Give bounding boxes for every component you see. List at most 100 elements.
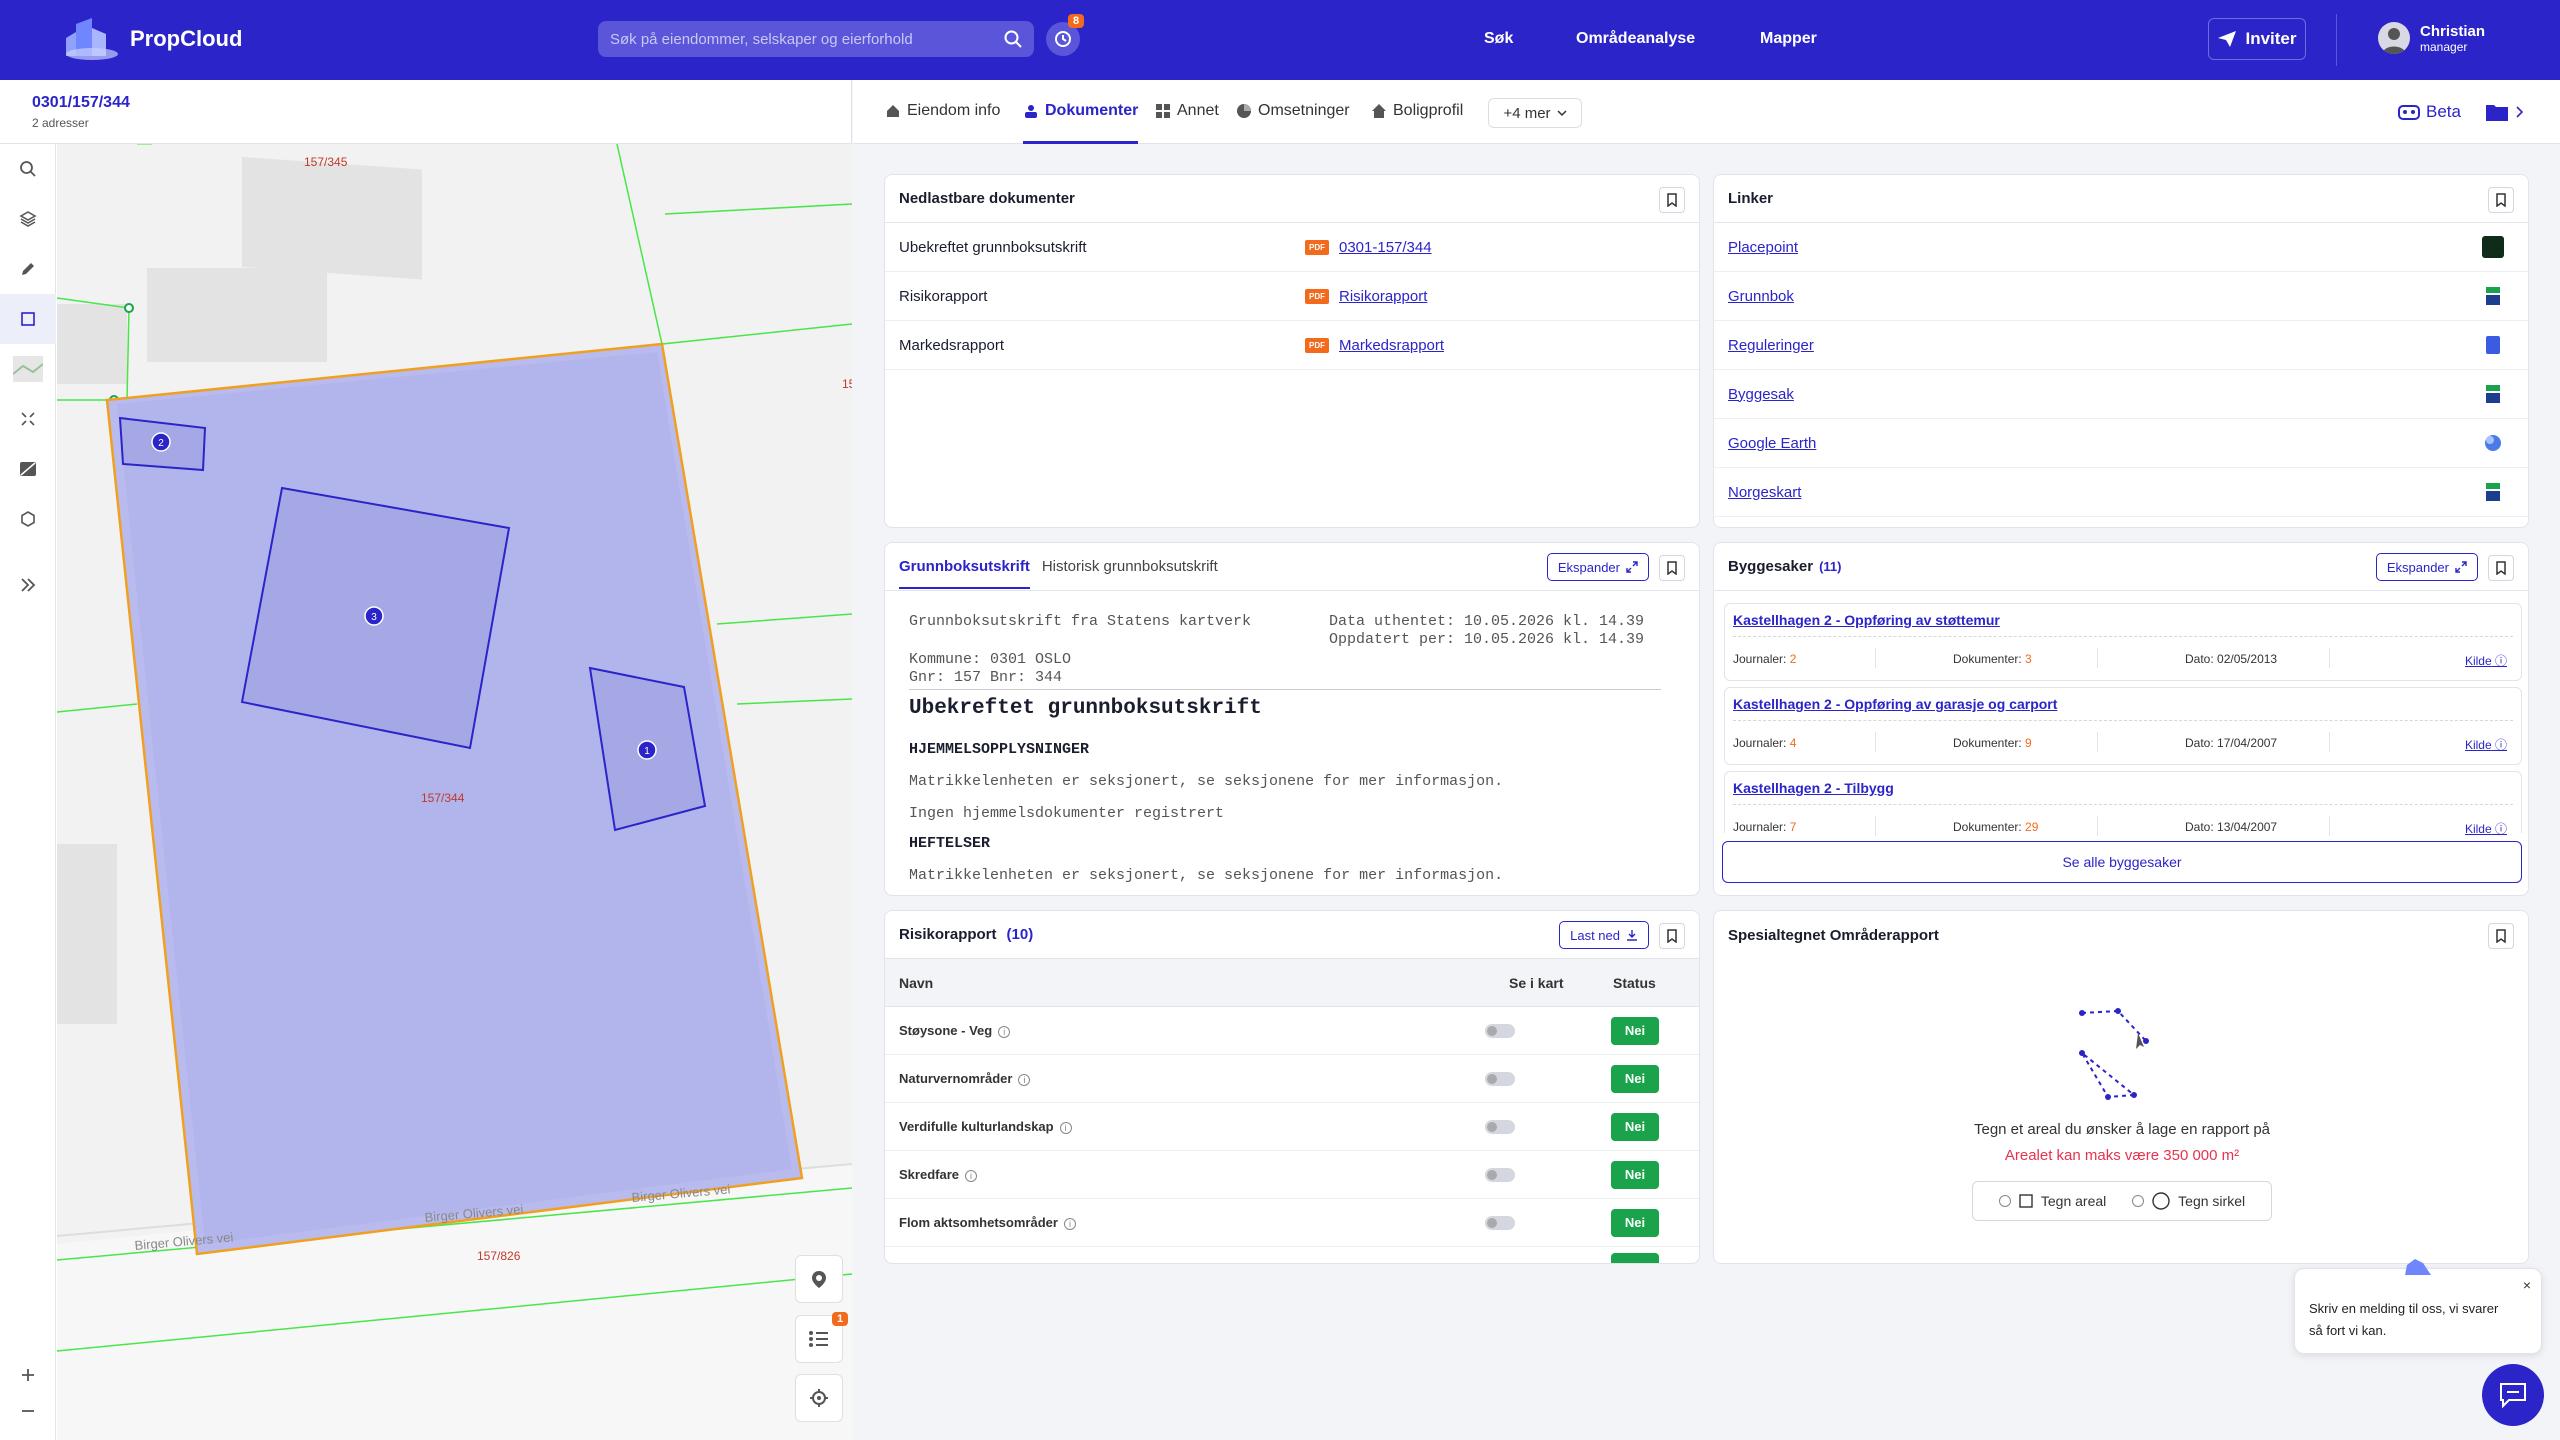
bookmark-button[interactable] bbox=[1659, 187, 1685, 213]
expand-button[interactable]: Ekspander bbox=[1546, 553, 1649, 581]
zoom-in-button[interactable] bbox=[0, 1358, 56, 1392]
kartverket-icon bbox=[2486, 287, 2500, 305]
map-home-button[interactable] bbox=[795, 1255, 843, 1303]
link-row: Reguleringer bbox=[1714, 321, 2528, 370]
select-area-tool[interactable] bbox=[0, 294, 56, 344]
tab-annet[interactable]: Annet bbox=[1155, 102, 1219, 120]
nav-omradeanalyse[interactable]: Områdeanalyse bbox=[1576, 30, 1696, 47]
option-tegn-areal[interactable]: Tegn areal bbox=[1998, 1193, 2106, 1209]
folder-button[interactable] bbox=[2485, 102, 2523, 122]
grunnbok-header: Grunnboksutskrift Historisk grunnboksuts… bbox=[885, 543, 1699, 591]
map-canvas[interactable]: 2 3 1 157/345 157/344 157/826 15 Birger … bbox=[57, 144, 852, 1440]
bookmark-button[interactable] bbox=[1659, 923, 1685, 949]
byggesak-item[interactable]: Kastellhagen 2 - Tilbygg Journaler: 7 Do… bbox=[1724, 771, 2522, 836]
bookmark-button[interactable] bbox=[2488, 923, 2514, 949]
kilde-link[interactable]: Kilde ⓘ bbox=[2464, 654, 2507, 668]
link-row: Byggesak bbox=[1714, 370, 2528, 419]
square-select-icon bbox=[2019, 1194, 2033, 1208]
dashed-divider bbox=[1733, 720, 2513, 721]
byggesak-item[interactable]: Kastellhagen 2 - Oppføring av garasje og… bbox=[1724, 687, 2522, 765]
chat-launcher-button[interactable] bbox=[2482, 1364, 2544, 1426]
nav-mapper[interactable]: Mapper bbox=[1760, 30, 1817, 47]
tab-eiendom-info[interactable]: Eiendom info bbox=[885, 102, 1000, 120]
tab-grunnboksutskrift[interactable]: Grunnboksutskrift bbox=[899, 544, 1030, 589]
tab-historisk-grunnboksutskrift[interactable]: Historisk grunnboksutskrift bbox=[1041, 558, 1218, 575]
download-button[interactable]: Last ned bbox=[1559, 921, 1649, 949]
marker-3[interactable]: 3 bbox=[371, 612, 377, 623]
property-id[interactable]: 0301/157/344 bbox=[32, 94, 130, 111]
show-on-map-toggle[interactable] bbox=[1485, 1119, 1515, 1134]
info-icon[interactable]: i bbox=[1059, 1122, 1072, 1134]
tab-dokumenter[interactable]: Dokumenter bbox=[1023, 102, 1138, 120]
link-norgeskart[interactable]: Norgeskart bbox=[1728, 483, 1802, 501]
measure-tool[interactable] bbox=[0, 394, 56, 444]
search-input[interactable] bbox=[610, 30, 1004, 48]
invite-button[interactable]: Inviter bbox=[2208, 18, 2306, 60]
link-placepoint[interactable]: Placepoint bbox=[1728, 238, 1799, 256]
document-link[interactable]: Markedsrapport bbox=[1339, 336, 1445, 354]
downloads-header: Nedlastbare dokumenter bbox=[885, 175, 1699, 223]
radio-icon[interactable] bbox=[1998, 1195, 2011, 1207]
document-link[interactable]: Risikorapport bbox=[1339, 287, 1428, 305]
byggesaker-title: Byggesaker bbox=[1728, 558, 1814, 575]
link-byggesak[interactable]: Byggesak bbox=[1728, 385, 1794, 403]
tab-omsetninger[interactable]: Omsetninger bbox=[1236, 102, 1350, 120]
see-all-byggesaker-button[interactable]: Se alle byggesaker bbox=[1722, 841, 2522, 883]
user-menu[interactable]: Christian manager bbox=[2378, 22, 2485, 54]
locate-button[interactable] bbox=[795, 1374, 843, 1422]
tabs-bar: Eiendom info Dokumenter Annet Omsetninge… bbox=[853, 80, 2560, 144]
zoom-out-button[interactable] bbox=[0, 1394, 56, 1428]
link-google-earth[interactable]: Google Earth bbox=[1728, 434, 1817, 452]
expand-button[interactable]: Ekspander bbox=[2375, 553, 2478, 581]
layers-tool[interactable] bbox=[0, 194, 56, 244]
logo[interactable]: PropCloud bbox=[62, 18, 242, 60]
bookmark-button[interactable] bbox=[1659, 555, 1685, 581]
byggesak-title[interactable]: Kastellhagen 2 - Oppføring av støttemur bbox=[1733, 612, 2000, 628]
show-on-map-toggle[interactable] bbox=[1485, 1167, 1515, 1182]
byggesak-item[interactable]: Kastellhagen 2 - Oppføring av støttemur … bbox=[1724, 603, 2522, 681]
byggesak-title[interactable]: Kastellhagen 2 - Tilbygg bbox=[1733, 780, 1894, 796]
col-status: Status bbox=[1613, 974, 1656, 991]
byggesak-title[interactable]: Kastellhagen 2 - Oppføring av garasje og… bbox=[1733, 696, 2058, 712]
minus-icon bbox=[22, 1410, 34, 1412]
nav-sok[interactable]: Søk bbox=[1484, 30, 1514, 47]
more-tabs-dropdown[interactable]: +4 mer bbox=[1488, 98, 1582, 128]
close-icon[interactable]: × bbox=[2522, 1277, 2531, 1293]
col-se-i-kart: Se i kart bbox=[1509, 974, 1564, 991]
search-bar[interactable] bbox=[598, 21, 1034, 57]
tab-boligprofil[interactable]: Boligprofil bbox=[1371, 102, 1463, 120]
info-icon[interactable]: i bbox=[964, 1170, 977, 1182]
show-on-map-toggle[interactable] bbox=[1485, 1071, 1515, 1086]
kilde-link[interactable]: Kilde ⓘ bbox=[2464, 738, 2507, 752]
search-icon[interactable] bbox=[1004, 30, 1022, 48]
show-on-map-toggle[interactable] bbox=[1485, 1215, 1515, 1230]
info-icon[interactable]: i bbox=[1018, 1074, 1031, 1086]
kilde-link[interactable]: Kilde ⓘ bbox=[2464, 822, 2507, 836]
image-tool[interactable] bbox=[0, 444, 56, 494]
radio-icon[interactable] bbox=[2132, 1195, 2145, 1207]
option-tegn-sirkel[interactable]: Tegn sirkel bbox=[2132, 1192, 2245, 1210]
journaler-count: Journaler: 7 bbox=[1733, 820, 1797, 834]
grunnbok-source: Grunnboksutskrift fra Statens kartverk bbox=[909, 613, 1252, 630]
bookmark-button[interactable] bbox=[2488, 555, 2514, 581]
link-grunnbok[interactable]: Grunnbok bbox=[1728, 287, 1794, 305]
draw-tool[interactable] bbox=[0, 244, 56, 294]
basemap-tool[interactable] bbox=[0, 344, 56, 394]
beta-button[interactable]: Beta bbox=[2398, 102, 2461, 122]
expand-toolbar-button[interactable] bbox=[0, 560, 56, 610]
avatar bbox=[2378, 22, 2410, 54]
plus-icon bbox=[22, 1369, 34, 1381]
map-search-tool[interactable] bbox=[0, 144, 56, 194]
link-reguleringer[interactable]: Reguleringer bbox=[1728, 336, 1814, 354]
map-drawing[interactable]: 2 3 1 157/345 157/344 157/826 15 Birger … bbox=[57, 144, 852, 1440]
marker-1[interactable]: 1 bbox=[644, 746, 650, 757]
show-on-map-toggle[interactable] bbox=[1485, 1023, 1515, 1038]
marker-2[interactable]: 2 bbox=[158, 438, 164, 449]
info-icon[interactable]: i bbox=[1063, 1218, 1076, 1230]
map-toolbar bbox=[0, 144, 56, 1440]
bookmark-button[interactable] bbox=[2488, 187, 2514, 213]
risiko-table-header: Navn Se i kart Status bbox=[885, 959, 1699, 1007]
document-link[interactable]: 0301-157/344 bbox=[1339, 238, 1432, 256]
polygon-tool[interactable] bbox=[0, 494, 56, 544]
info-icon[interactable]: i bbox=[998, 1026, 1011, 1038]
